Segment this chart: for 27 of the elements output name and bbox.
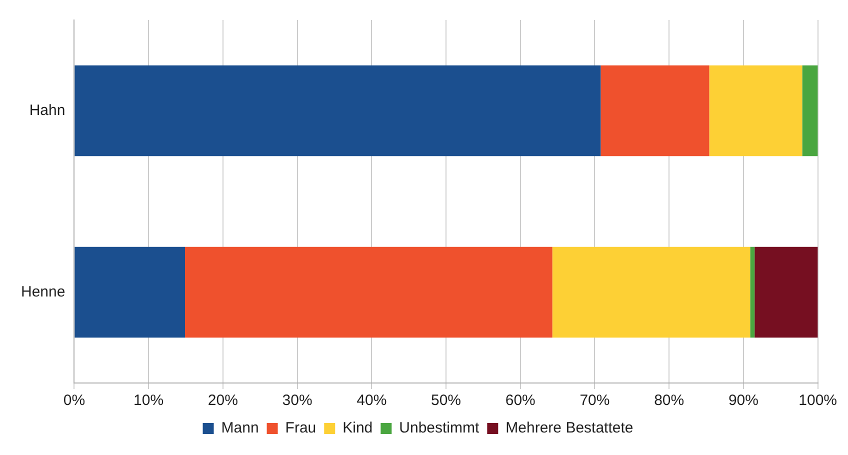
legend-label: Kind	[342, 420, 373, 437]
y-tick-label: Hahn	[29, 102, 66, 119]
x-tick-label: 50%	[430, 392, 462, 410]
bar	[600, 65, 710, 156]
legend-label: Mann	[221, 420, 259, 437]
bar	[709, 65, 802, 156]
legend-label: Unbestimmt	[399, 420, 480, 437]
y-tick-label: Henne	[21, 283, 66, 300]
bar	[802, 65, 818, 156]
x-tick-label: 90%	[728, 392, 758, 410]
bar	[754, 246, 818, 338]
x-tick-label: 0%	[63, 392, 86, 410]
legend-label: Frau	[285, 420, 316, 437]
x-tick-label: 100%	[798, 392, 838, 410]
x-tick-label: 80%	[654, 392, 684, 410]
x-tick-label: 20%	[208, 392, 238, 410]
x-tick-label: 60%	[505, 392, 536, 410]
bar	[74, 65, 601, 156]
bar	[74, 246, 185, 338]
x-tick-label: 30%	[282, 392, 312, 410]
x-tick-label: 70%	[580, 392, 610, 410]
legend-label: Mehrere Bestattete	[506, 420, 634, 437]
x-tick-label: 10%	[134, 392, 164, 410]
bar	[185, 246, 552, 338]
bar	[552, 246, 750, 338]
x-tick-label: 40%	[356, 392, 387, 410]
bar	[750, 246, 755, 338]
